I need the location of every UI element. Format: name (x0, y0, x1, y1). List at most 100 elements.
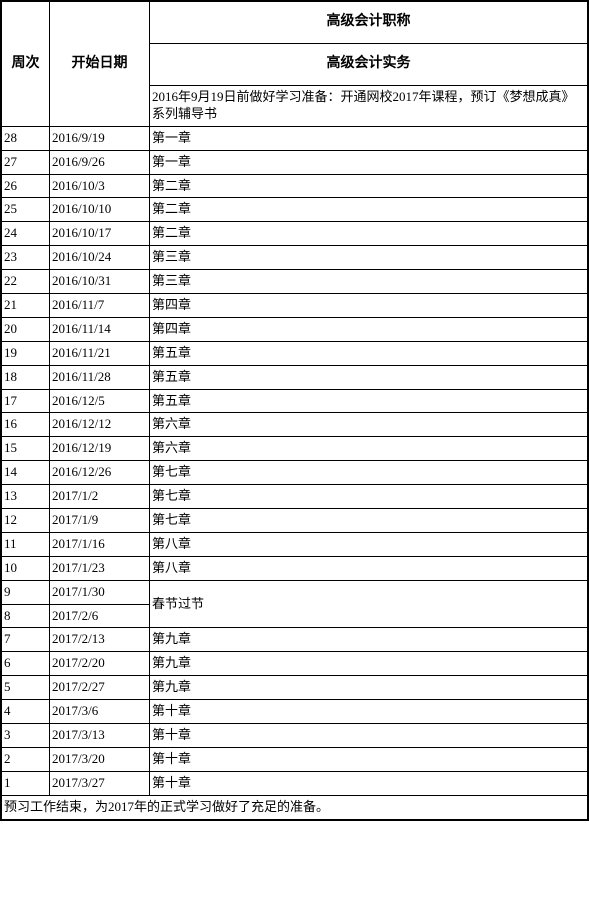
week-cell: 14 (2, 461, 50, 485)
week-cell: 8 (2, 604, 50, 628)
content-cell: 第二章 (150, 174, 588, 198)
date-cell: 2017/1/9 (50, 509, 150, 533)
content-cell: 第三章 (150, 246, 588, 270)
content-cell: 第十章 (150, 724, 588, 748)
content-cell: 第六章 (150, 437, 588, 461)
date-cell: 2016/12/5 (50, 389, 150, 413)
week-cell: 1 (2, 771, 50, 795)
week-cell: 20 (2, 317, 50, 341)
date-cell: 2017/3/6 (50, 700, 150, 724)
date-cell: 2017/3/20 (50, 747, 150, 771)
table-row: 22017/3/20第十章 (2, 747, 588, 771)
table-row: 172016/12/5第五章 (2, 389, 588, 413)
date-cell: 2017/3/13 (50, 724, 150, 748)
date-cell: 2017/2/13 (50, 628, 150, 652)
schedule-table: 周次 开始日期 高级会计职称 高级会计实务 2016年9月19日前做好学习准备：… (1, 1, 588, 820)
week-cell: 4 (2, 700, 50, 724)
header-start-date: 开始日期 (50, 2, 150, 127)
table-row: 152016/12/19第六章 (2, 437, 588, 461)
content-cell: 第八章 (150, 532, 588, 556)
header-week: 周次 (2, 2, 50, 127)
table-row: 212016/11/7第四章 (2, 294, 588, 318)
date-cell: 2016/10/10 (50, 198, 150, 222)
table-row: 232016/10/24第三章 (2, 246, 588, 270)
date-cell: 2017/2/27 (50, 676, 150, 700)
week-cell: 13 (2, 485, 50, 509)
content-cell: 第七章 (150, 461, 588, 485)
table-row: 122017/1/9第七章 (2, 509, 588, 533)
date-cell: 2017/2/6 (50, 604, 150, 628)
content-cell: 第四章 (150, 317, 588, 341)
week-cell: 12 (2, 509, 50, 533)
table-row: 72017/2/13第九章 (2, 628, 588, 652)
table-row: 32017/3/13第十章 (2, 724, 588, 748)
table-row: 62017/2/20第九章 (2, 652, 588, 676)
note-cell: 2016年9月19日前做好学习准备：开通网校2017年课程，预订《梦想成真》系列… (150, 86, 588, 127)
date-cell: 2016/12/26 (50, 461, 150, 485)
week-cell: 18 (2, 365, 50, 389)
date-cell: 2016/11/7 (50, 294, 150, 318)
week-cell: 10 (2, 556, 50, 580)
week-cell: 6 (2, 652, 50, 676)
content-cell: 第六章 (150, 413, 588, 437)
table-row: 142016/12/26第七章 (2, 461, 588, 485)
date-cell: 2016/9/26 (50, 150, 150, 174)
content-cell: 第二章 (150, 198, 588, 222)
date-cell: 2016/11/28 (50, 365, 150, 389)
table-row: 182016/11/28第五章 (2, 365, 588, 389)
header-subtitle: 高级会计实务 (150, 44, 588, 86)
content-cell: 第二章 (150, 222, 588, 246)
week-cell: 21 (2, 294, 50, 318)
content-cell: 第九章 (150, 628, 588, 652)
table-row: 202016/11/14第四章 (2, 317, 588, 341)
table-row: 242016/10/17第二章 (2, 222, 588, 246)
date-cell: 2016/11/14 (50, 317, 150, 341)
week-cell: 17 (2, 389, 50, 413)
table-row: 222016/10/31第三章 (2, 270, 588, 294)
date-cell: 2017/1/2 (50, 485, 150, 509)
week-cell: 19 (2, 341, 50, 365)
week-cell: 7 (2, 628, 50, 652)
content-cell: 第十章 (150, 747, 588, 771)
table-row: 132017/1/2第七章 (2, 485, 588, 509)
week-cell: 26 (2, 174, 50, 198)
table-row: 262016/10/3第二章 (2, 174, 588, 198)
table-row: 92017/1/30春节过节 (2, 580, 588, 604)
content-cell: 第三章 (150, 270, 588, 294)
footer-cell: 预习工作结束，为2017年的正式学习做好了充足的准备。 (2, 795, 588, 819)
date-cell: 2016/10/31 (50, 270, 150, 294)
header-title: 高级会计职称 (150, 2, 588, 44)
date-cell: 2017/2/20 (50, 652, 150, 676)
table-row: 162016/12/12第六章 (2, 413, 588, 437)
date-cell: 2017/1/16 (50, 532, 150, 556)
date-cell: 2016/9/19 (50, 126, 150, 150)
week-cell: 2 (2, 747, 50, 771)
week-cell: 23 (2, 246, 50, 270)
content-cell: 春节过节 (150, 580, 588, 628)
week-cell: 9 (2, 580, 50, 604)
content-cell: 第八章 (150, 556, 588, 580)
date-cell: 2016/12/19 (50, 437, 150, 461)
date-cell: 2016/10/17 (50, 222, 150, 246)
content-cell: 第十章 (150, 700, 588, 724)
content-cell: 第五章 (150, 341, 588, 365)
week-cell: 27 (2, 150, 50, 174)
table-row: 42017/3/6第十章 (2, 700, 588, 724)
content-cell: 第四章 (150, 294, 588, 318)
content-cell: 第九章 (150, 652, 588, 676)
date-cell: 2016/10/24 (50, 246, 150, 270)
content-cell: 第七章 (150, 485, 588, 509)
table-row: 252016/10/10第二章 (2, 198, 588, 222)
week-cell: 24 (2, 222, 50, 246)
table-row: 12017/3/27第十章 (2, 771, 588, 795)
table-row: 112017/1/16第八章 (2, 532, 588, 556)
content-cell: 第一章 (150, 150, 588, 174)
week-cell: 25 (2, 198, 50, 222)
week-cell: 16 (2, 413, 50, 437)
table-row: 272016/9/26第一章 (2, 150, 588, 174)
week-cell: 11 (2, 532, 50, 556)
week-cell: 5 (2, 676, 50, 700)
content-cell: 第十章 (150, 771, 588, 795)
date-cell: 2017/1/30 (50, 580, 150, 604)
table-row: 282016/9/19第一章 (2, 126, 588, 150)
